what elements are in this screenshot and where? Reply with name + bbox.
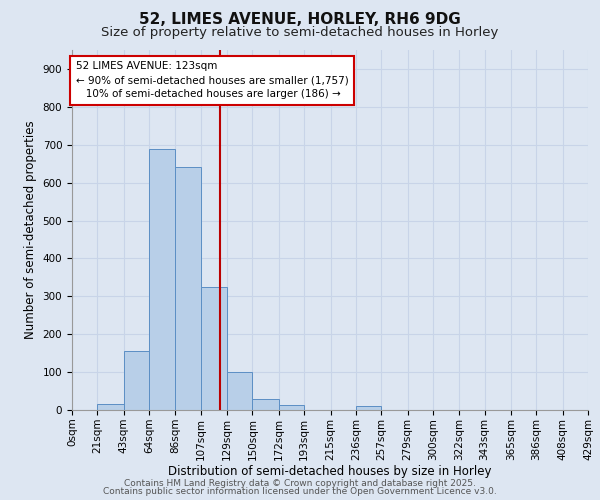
Text: Contains HM Land Registry data © Crown copyright and database right 2025.: Contains HM Land Registry data © Crown c… [124, 478, 476, 488]
Y-axis label: Number of semi-detached properties: Number of semi-detached properties [24, 120, 37, 340]
Bar [149, 148, 175, 410]
Bar [253, 398, 279, 410]
Bar [227, 372, 253, 410]
Bar [175, 168, 200, 410]
Bar [124, 352, 149, 410]
Text: 52 LIMES AVENUE: 123sqm
← 90% of semi-detached houses are smaller (1,757)
   10%: 52 LIMES AVENUE: 123sqm ← 90% of semi-de… [76, 62, 349, 100]
Bar [356, 406, 381, 410]
X-axis label: Distribution of semi-detached houses by size in Horley: Distribution of semi-detached houses by … [168, 466, 492, 478]
Text: 52, LIMES AVENUE, HORLEY, RH6 9DG: 52, LIMES AVENUE, HORLEY, RH6 9DG [139, 12, 461, 28]
Text: Size of property relative to semi-detached houses in Horley: Size of property relative to semi-detach… [101, 26, 499, 39]
Bar [97, 404, 124, 410]
Text: Contains public sector information licensed under the Open Government Licence v3: Contains public sector information licen… [103, 487, 497, 496]
Bar [279, 406, 304, 410]
Bar [200, 287, 227, 410]
